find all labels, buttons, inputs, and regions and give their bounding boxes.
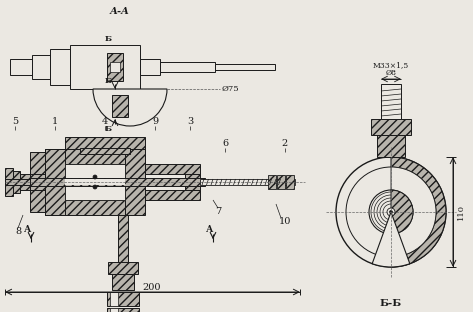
Text: А: А (24, 226, 32, 235)
Bar (145, 190, 200, 200)
Text: 110: 110 (457, 204, 465, 220)
Text: Б-Б: Б-Б (380, 300, 402, 309)
Bar (107, 53, 123, 81)
Text: Ø75: Ø75 (221, 85, 239, 93)
Bar (20, 174, 30, 190)
Text: 5: 5 (12, 118, 18, 126)
Circle shape (369, 190, 413, 234)
Bar (5, 179, 35, 185)
Bar (215, 64, 275, 70)
Circle shape (371, 192, 411, 232)
Circle shape (383, 204, 399, 220)
Bar (277, 175, 285, 189)
Wedge shape (391, 190, 413, 234)
Circle shape (374, 195, 408, 229)
Text: 1: 1 (52, 118, 58, 126)
Circle shape (336, 157, 446, 267)
Text: 4: 4 (102, 118, 108, 126)
Bar (200, 179, 295, 185)
Bar (32, 55, 50, 79)
Wedge shape (93, 89, 167, 126)
Bar (107, 308, 139, 312)
Bar (125, 149, 145, 215)
Bar (107, 292, 139, 306)
Text: Б: Б (105, 35, 112, 43)
Wedge shape (391, 157, 446, 267)
Text: 2: 2 (282, 139, 288, 149)
Bar (145, 164, 200, 174)
Text: А: А (206, 226, 214, 235)
Bar (185, 174, 200, 190)
Wedge shape (372, 212, 410, 267)
Bar (140, 59, 160, 75)
Text: 200: 200 (143, 282, 161, 291)
Bar (377, 135, 405, 157)
Bar (70, 45, 140, 89)
Text: 7: 7 (215, 207, 221, 217)
Bar (108, 262, 138, 274)
Bar (160, 62, 215, 72)
Circle shape (93, 185, 97, 189)
Bar (112, 95, 128, 117)
Bar (110, 292, 118, 306)
Text: М33×1,5: М33×1,5 (373, 61, 409, 69)
Text: А-А: А-А (110, 7, 130, 17)
Text: Б: Б (105, 77, 112, 85)
Bar (371, 119, 411, 135)
Text: 3: 3 (187, 118, 193, 126)
Bar (50, 49, 70, 85)
Text: 10: 10 (279, 217, 291, 227)
Bar (30, 178, 205, 186)
Bar (65, 179, 125, 185)
Text: 6: 6 (222, 139, 228, 149)
Bar (112, 274, 134, 290)
Circle shape (387, 208, 395, 216)
Bar (5, 168, 13, 196)
Text: 9: 9 (152, 118, 158, 126)
Bar (30, 174, 45, 190)
Circle shape (93, 175, 97, 179)
Bar (13, 171, 20, 193)
Circle shape (346, 167, 436, 257)
Bar (268, 175, 276, 189)
Wedge shape (391, 167, 436, 257)
Bar (381, 84, 401, 119)
Bar (80, 148, 130, 154)
Bar (65, 164, 125, 200)
Text: Б: Б (105, 125, 112, 133)
Bar (5, 177, 13, 187)
Bar (286, 175, 294, 189)
Bar (10, 59, 32, 75)
Bar (45, 149, 65, 215)
Bar (110, 308, 118, 312)
Bar (45, 149, 135, 164)
Bar (65, 137, 145, 149)
Bar (118, 215, 128, 262)
Circle shape (377, 198, 405, 226)
Bar (110, 62, 120, 72)
Bar (30, 152, 45, 212)
Circle shape (389, 211, 393, 213)
Text: Ø8: Ø8 (385, 69, 396, 77)
Circle shape (380, 201, 402, 223)
Text: 8: 8 (15, 227, 21, 236)
Bar (45, 200, 135, 215)
